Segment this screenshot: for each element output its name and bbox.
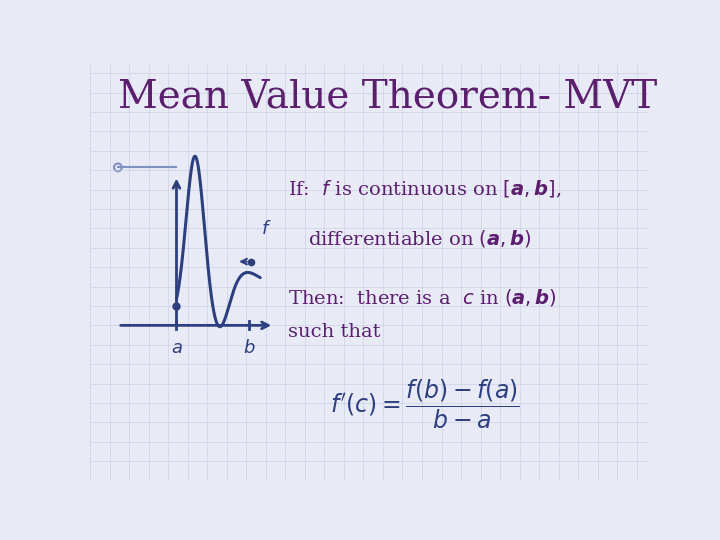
- Text: differentiable on $(\boldsymbol{a, b})$: differentiable on $(\boldsymbol{a, b})$: [307, 228, 531, 249]
- Text: If:  $f$ is continuous on $[\boldsymbol{a, b}]$,: If: $f$ is continuous on $[\boldsymbol{a…: [288, 178, 562, 200]
- Text: $f$: $f$: [261, 220, 271, 238]
- Text: $a$: $a$: [171, 339, 182, 357]
- Text: $f'(c) = \dfrac{f(b) - f(a)}{b - a}$: $f'(c) = \dfrac{f(b) - f(a)}{b - a}$: [330, 378, 520, 431]
- Text: $b$: $b$: [243, 339, 256, 357]
- Text: Mean Value Theorem- MVT: Mean Value Theorem- MVT: [118, 79, 657, 116]
- Text: such that: such that: [288, 322, 381, 341]
- Text: Then:  there is a  $c$ in $(\boldsymbol{a, b})$: Then: there is a $c$ in $(\boldsymbol{a,…: [288, 287, 557, 308]
